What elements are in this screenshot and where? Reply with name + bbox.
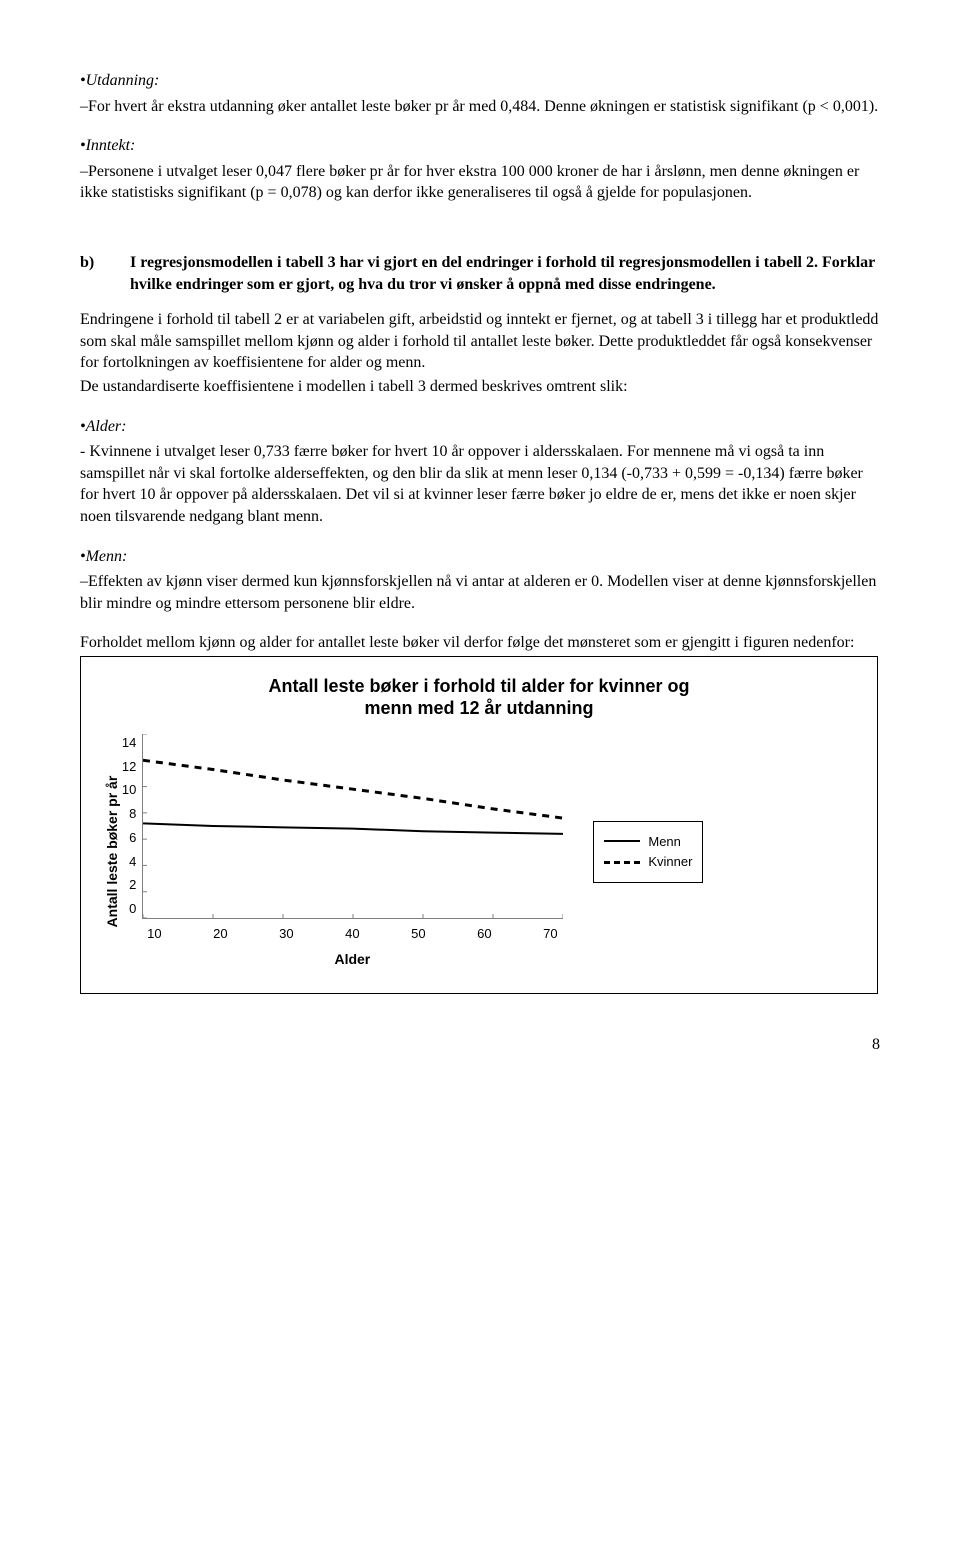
legend-row-menn: Menn [604, 833, 692, 851]
x-tick: 10 [142, 925, 166, 943]
page-number: 8 [80, 994, 880, 1056]
x-tick: 20 [208, 925, 232, 943]
legend-swatch-dash [604, 855, 640, 869]
y-tick: 4 [129, 853, 136, 871]
chart-title: Antall leste bøker i forhold til alder f… [99, 675, 859, 720]
y-tick: 12 [122, 758, 136, 776]
x-tick: 40 [340, 925, 364, 943]
y-tick: 0 [129, 900, 136, 918]
y-tick: 8 [129, 805, 136, 823]
section-b: b) I regresjonsmodellen i tabell 3 har v… [80, 252, 880, 295]
paragraph-1: Endringene i forhold til tabell 2 er at … [80, 309, 880, 374]
y-tick: 6 [129, 829, 136, 847]
x-tick: 70 [538, 925, 562, 943]
x-axis-label: Alder [142, 942, 562, 969]
section-b-label: b) [80, 252, 130, 295]
utdanning-body: –For hvert år ekstra utdanning øker anta… [80, 96, 880, 118]
menn-heading: •Menn: [80, 546, 880, 568]
inntekt-body: –Personene i utvalget leser 0,047 flere … [80, 161, 880, 204]
alder-heading: •Alder: [80, 416, 880, 438]
y-axis-label: Antall leste bøker pr år [99, 734, 122, 969]
x-tick: 60 [472, 925, 496, 943]
chart-container: Antall leste bøker i forhold til alder f… [80, 656, 878, 994]
utdanning-heading: •Utdanning: [80, 70, 880, 92]
y-tick: 14 [122, 734, 136, 752]
chart-legend: Menn Kvinner [593, 821, 703, 883]
chart-title-line1: Antall leste bøker i forhold til alder f… [268, 676, 689, 696]
legend-swatch-solid [604, 834, 640, 848]
x-tick: 30 [274, 925, 298, 943]
inntekt-heading: •Inntekt: [80, 135, 880, 157]
x-ticks: 10 20 30 40 50 60 70 [142, 919, 562, 943]
chart-title-line2: menn med 12 år utdanning [364, 698, 593, 718]
chart-svg [143, 734, 563, 918]
legend-label-kvinner: Kvinner [648, 853, 692, 871]
menn-body: –Effekten av kjønn viser dermed kun kjøn… [80, 571, 880, 614]
section-b-text: I regresjonsmodellen i tabell 3 har vi g… [130, 252, 880, 295]
plot-area [142, 734, 563, 919]
y-tick: 10 [122, 781, 136, 799]
y-ticks: 14 12 10 8 6 4 2 0 [122, 734, 142, 918]
alder-body: - Kvinnene i utvalget leser 0,733 færre … [80, 441, 880, 527]
y-tick: 2 [129, 876, 136, 894]
paragraph-3: Forholdet mellom kjønn og alder for anta… [80, 632, 880, 654]
x-tick: 50 [406, 925, 430, 943]
paragraph-2: De ustandardiserte koeffisientene i mode… [80, 376, 880, 398]
legend-label-menn: Menn [648, 833, 681, 851]
legend-row-kvinner: Kvinner [604, 853, 692, 871]
